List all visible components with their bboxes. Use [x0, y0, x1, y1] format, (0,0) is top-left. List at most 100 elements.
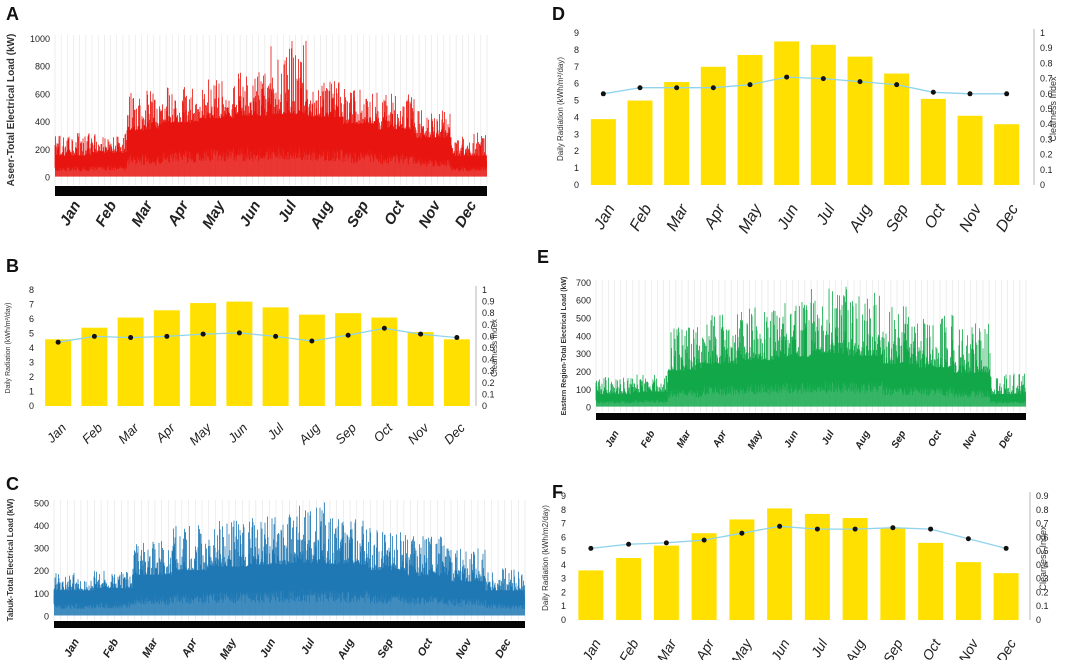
month-label: Oct	[381, 197, 409, 228]
y-tick-label: 0	[29, 401, 34, 411]
radiation-bar	[994, 124, 1020, 185]
month-label: Feb	[639, 429, 657, 450]
radiation-bar	[691, 533, 717, 620]
month-label: Jan	[591, 202, 619, 234]
clearness-point	[588, 545, 594, 551]
y-tick-label: 200	[35, 145, 50, 155]
clearness-point	[273, 333, 279, 339]
month-label: Feb	[101, 637, 121, 660]
clearness-point	[928, 526, 934, 532]
month-label: Jan	[578, 636, 604, 660]
y-tick-label: 7	[574, 62, 579, 72]
load-chart-c: 0 100 200 300 400 500 Tabuk-Total Electrical L…	[6, 498, 526, 660]
clearness-point	[820, 76, 826, 82]
clearness-point	[637, 85, 643, 91]
y-tick-label: 600	[576, 296, 591, 306]
month-label: Aug	[306, 198, 336, 233]
y-tick-label: 6	[561, 532, 566, 542]
month-label: Jul	[813, 201, 839, 228]
radiation-bar	[298, 314, 325, 406]
y2-tick-label: 0.2	[1040, 150, 1053, 160]
y2-tick-label: 0.9	[482, 297, 495, 307]
clearness-point	[91, 333, 97, 339]
y2-tick-label: 0.4	[482, 355, 495, 365]
y2-tick-label: 0.8	[1040, 58, 1053, 68]
month-label: Sep	[890, 429, 909, 450]
y-tick-label: 7	[29, 300, 34, 310]
radiation-bar	[804, 513, 830, 620]
clearness-point	[701, 537, 707, 543]
month-label: Feb	[79, 420, 105, 446]
y2-tick-label: 0.1	[1036, 601, 1049, 611]
timeline-band	[596, 413, 1026, 420]
clearness-point	[674, 85, 680, 91]
month-label: Oct	[926, 428, 944, 449]
radiation-bar	[335, 313, 362, 406]
y-tick-label: 100	[34, 589, 49, 599]
y2-tick-label: 0.8	[482, 308, 495, 318]
clearness-point	[784, 74, 790, 80]
y-axis-title: Tabuk-Total Electrical Load (kW)	[6, 498, 15, 621]
load-core-band	[596, 366, 1026, 407]
y-tick-label: 2	[574, 146, 579, 156]
month-label: Sep	[332, 420, 359, 447]
load-core-band	[55, 129, 487, 177]
month-label: Mar	[140, 636, 161, 660]
clearness-point	[418, 331, 424, 337]
month-label: Mar	[664, 201, 693, 234]
y2-tick-label: 0.5	[1040, 104, 1053, 114]
clearness-point	[894, 82, 900, 88]
y2-axis-title: Clearness Index	[490, 319, 499, 377]
y2-tick-label: 0.6	[1040, 89, 1053, 99]
y-tick-label: 700	[576, 278, 591, 288]
y-tick-label: 200	[576, 367, 591, 377]
y-tick-label: 8	[574, 45, 579, 55]
y-tick-label: 4	[29, 343, 34, 353]
y-tick-label: 100	[576, 385, 591, 395]
month-label: Oct	[370, 419, 396, 445]
clearness-point	[930, 89, 936, 95]
y-tick-label: 3	[561, 574, 566, 584]
month-label: Aug	[335, 637, 357, 660]
y-tick-label: 6	[29, 314, 34, 324]
clearness-point	[965, 536, 971, 542]
clearness-line	[57, 327, 457, 343]
y-tick-label: 1	[561, 601, 566, 611]
y2-tick-label: 0.5	[1036, 546, 1049, 556]
clearness-point	[128, 335, 134, 341]
month-label: Apr	[179, 636, 200, 660]
month-label: Dec	[452, 197, 481, 230]
y-tick-label: 200	[34, 566, 49, 576]
y-tick-label: 600	[35, 89, 50, 99]
clearness-point	[600, 91, 606, 97]
radiation-bar	[810, 44, 836, 186]
clearness-point	[663, 540, 669, 546]
month-label: Mar	[128, 197, 157, 230]
radiation-bar	[842, 518, 868, 620]
y-tick-label: 400	[35, 117, 50, 127]
y-tick-label: 5	[574, 96, 579, 106]
month-label: May	[218, 636, 240, 660]
y-axis-title: Aseer-Total Electrical Load (kW)	[6, 34, 17, 187]
month-label: Sep	[375, 637, 396, 660]
y-tick-label: 800	[35, 62, 50, 72]
radiation-bar	[700, 66, 726, 185]
y-tick-label: 4	[574, 112, 579, 122]
clearness-point	[814, 526, 820, 532]
y2-tick-label: 0.7	[1040, 74, 1053, 84]
y2-axis-title: Clearness Index	[1048, 76, 1058, 142]
month-label: Jun	[767, 636, 793, 660]
clearness-point	[55, 339, 61, 345]
clearness-point	[710, 85, 716, 91]
month-label: Nov	[405, 419, 433, 447]
y-tick-label: 500	[576, 313, 591, 323]
radiation-bar	[957, 115, 983, 185]
clearness-point	[1003, 545, 1009, 551]
month-label: Jul	[820, 429, 837, 447]
y2-tick-label: 0.2	[1036, 587, 1049, 597]
clearness-point	[454, 335, 460, 341]
load-chart-e: 0 100 200 300 400 500 600 700 Eastern Region-Tot…	[561, 277, 1027, 452]
y-tick-label: 5	[561, 546, 566, 556]
y2-tick-label: 0.4	[1040, 119, 1053, 129]
clearness-point	[890, 525, 896, 531]
